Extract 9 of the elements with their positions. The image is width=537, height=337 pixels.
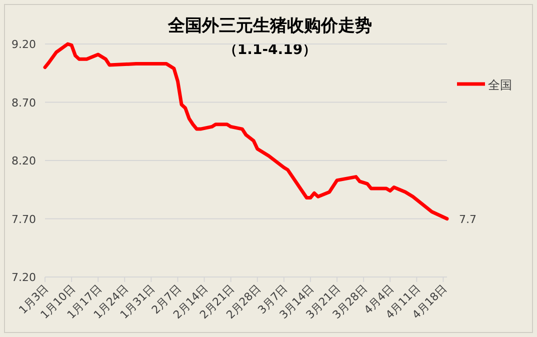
legend-label: 全国: [488, 78, 512, 92]
chart-title: 全国外三元生猪收购价走势: [167, 16, 372, 36]
y-tick-label: 8.20: [12, 154, 36, 168]
y-tick-label: 9.20: [12, 38, 36, 51]
annotation: 7.7: [459, 212, 476, 226]
y-tick-label: 8.70: [12, 96, 36, 110]
chart-subtitle: （1.1-4.19）: [223, 42, 317, 58]
y-tick-label: 7.70: [12, 212, 36, 226]
y-tick-label: 7.20: [12, 271, 36, 284]
